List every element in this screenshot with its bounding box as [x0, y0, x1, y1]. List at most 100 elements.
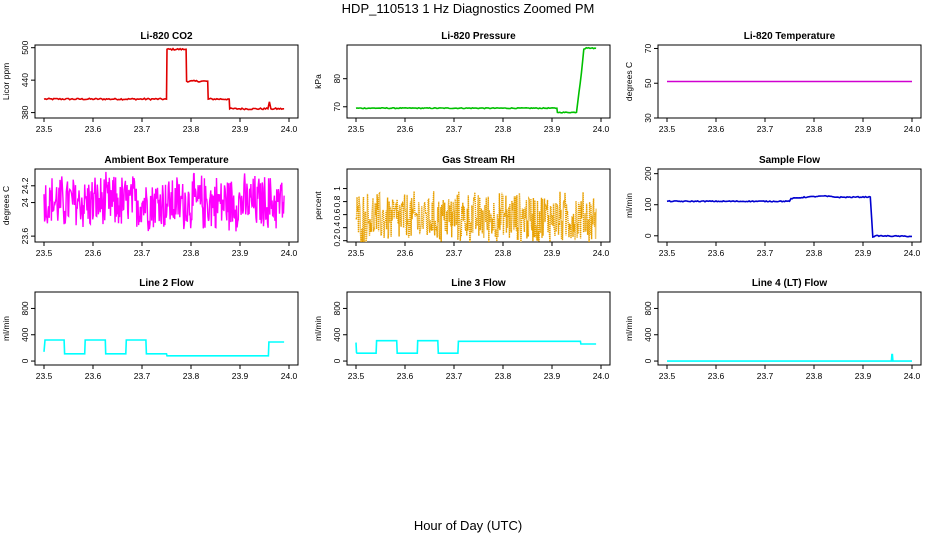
y-tick-label: 0.8 — [332, 195, 342, 207]
x-tick-label: 23.6 — [85, 248, 102, 258]
plot-frame — [34, 291, 299, 366]
x-tick-label: 23.7 — [446, 371, 463, 381]
panel-3: Li-820 Temperature 23.5 23.6 23.7 23.8 23.9 24… — [624, 31, 922, 134]
panel-title: Line 2 Flow — [139, 278, 194, 289]
x-tick-label: 24.0 — [281, 371, 298, 381]
series-line — [43, 339, 285, 357]
x-tick-label: 23.7 — [134, 124, 151, 134]
x-tick-label: 23.7 — [757, 371, 774, 381]
x-tick-label: 23.5 — [659, 124, 676, 134]
plot-frame — [346, 44, 611, 119]
y-tick-label: 400 — [332, 327, 342, 341]
series-line — [355, 191, 597, 242]
x-tick-label: 23.8 — [806, 248, 823, 258]
series-line — [666, 194, 912, 239]
plot-frame — [34, 168, 299, 243]
x-tick-label: 23.8 — [183, 371, 200, 381]
x-tick-label: 24.0 — [904, 248, 921, 258]
y-axis-label: percent — [313, 191, 323, 220]
x-tick-label: 23.5 — [36, 371, 53, 381]
y-tick-label: 500 — [20, 40, 30, 54]
y-tick-label: 800 — [20, 301, 30, 315]
panel-4: Ambient Box Temperature 23.5 23.6 23.7 23.8 2… — [1, 155, 299, 258]
y-tick-label: 100 — [643, 197, 653, 211]
y-axis-label: ml/min — [313, 316, 323, 341]
plot-frame — [34, 44, 299, 119]
y-tick-label: 70 — [643, 43, 653, 53]
series-line — [355, 339, 597, 354]
x-tick-label: 24.0 — [904, 371, 921, 381]
x-tick-label: 23.8 — [183, 248, 200, 258]
x-axis-label: Hour of Day (UTC) — [413, 518, 523, 533]
panel-1: Li-820 CO2 23.5 23.6 23.7 23.8 23.9 24.0 380 440… — [1, 31, 299, 134]
x-tick-label: 23.5 — [36, 124, 53, 134]
x-tick-label: 23.9 — [232, 124, 249, 134]
x-tick-label: 23.9 — [232, 248, 249, 258]
x-tick-label: 23.9 — [855, 371, 872, 381]
y-axis-label: Licor ppm — [1, 63, 11, 100]
y-axis-label: degrees C — [624, 62, 634, 101]
x-tick-label: 23.8 — [495, 371, 512, 381]
y-tick-label: 800 — [332, 301, 342, 315]
x-tick-label: 23.5 — [348, 124, 365, 134]
page-title: HDP_110513 1 Hz Diagnostics Zoomed PM — [341, 1, 595, 16]
x-tick-label: 23.9 — [855, 124, 872, 134]
panel-title: Li-820 Temperature — [744, 31, 836, 42]
x-tick-label: 23.6 — [708, 124, 725, 134]
panel-title: Sample Flow — [759, 155, 820, 166]
x-tick-label: 23.5 — [36, 248, 53, 258]
x-tick-label: 23.5 — [659, 248, 676, 258]
plot-frame — [657, 168, 922, 243]
x-tick-label: 24.0 — [281, 248, 298, 258]
x-tick-label: 24.0 — [904, 124, 921, 134]
y-axis-label: ml/min — [624, 316, 634, 341]
plot-frame — [346, 168, 611, 243]
x-tick-label: 23.6 — [397, 248, 414, 258]
x-tick-label: 24.0 — [593, 371, 610, 381]
y-axis-label: ml/min — [624, 193, 634, 218]
y-tick-label: 50 — [643, 78, 653, 88]
x-tick-label: 24.0 — [593, 248, 610, 258]
y-tick-label: 23.6 — [20, 228, 30, 245]
panel-9: Line 4 (LT) Flow 23.5 23.6 23.7 23.8 23.9 24.0… — [624, 278, 922, 381]
y-tick-label: 0.4 — [332, 221, 342, 233]
panel-8: Line 3 Flow 23.5 23.6 23.7 23.8 23.9 24.0 0 400 8… — [313, 278, 611, 381]
plot-frame — [657, 44, 922, 119]
panel-6: Sample Flow 23.5 23.6 23.7 23.8 23.9 24.0 0 100 2… — [624, 155, 922, 258]
x-tick-label: 23.6 — [708, 371, 725, 381]
panel-title: Gas Stream RH — [442, 155, 515, 166]
x-tick-label: 23.7 — [134, 248, 151, 258]
plot-frame — [657, 291, 922, 366]
x-tick-label: 23.7 — [446, 248, 463, 258]
y-tick-label: 70 — [332, 102, 342, 112]
y-tick-label: 30 — [643, 113, 653, 123]
y-tick-label: 1 — [332, 186, 342, 191]
y-tick-label: 24.2 — [20, 177, 30, 194]
y-tick-label: 0 — [332, 358, 342, 363]
x-tick-label: 23.9 — [232, 371, 249, 381]
x-tick-label: 23.9 — [544, 124, 561, 134]
y-tick-label: 80 — [332, 74, 342, 84]
x-tick-label: 23.6 — [397, 124, 414, 134]
x-tick-label: 23.9 — [855, 248, 872, 258]
x-tick-label: 23.9 — [544, 371, 561, 381]
x-tick-label: 23.7 — [757, 124, 774, 134]
series-line — [43, 171, 285, 232]
y-axis-label: ml/min — [1, 316, 11, 341]
y-tick-label: 24 — [20, 198, 30, 208]
x-tick-label: 24.0 — [281, 124, 298, 134]
panel-7: Line 2 Flow 23.5 23.6 23.7 23.8 23.9 24.0 0 400 8… — [1, 278, 299, 381]
y-tick-label: 0 — [643, 233, 653, 238]
panel-title: Line 4 (LT) Flow — [752, 278, 828, 289]
x-tick-label: 23.8 — [183, 124, 200, 134]
panel-title: Li-820 Pressure — [441, 31, 516, 42]
panel-2: Li-820 Pressure 23.5 23.6 23.7 23.8 23.9 24.0 7… — [313, 31, 611, 134]
y-tick-label: 440 — [20, 73, 30, 87]
x-tick-label: 23.6 — [708, 248, 725, 258]
y-tick-label: 400 — [20, 327, 30, 341]
plot-frame — [346, 291, 611, 366]
x-tick-label: 23.8 — [495, 248, 512, 258]
panel-title: Line 3 Flow — [451, 278, 506, 289]
y-tick-label: 0.6 — [332, 208, 342, 220]
